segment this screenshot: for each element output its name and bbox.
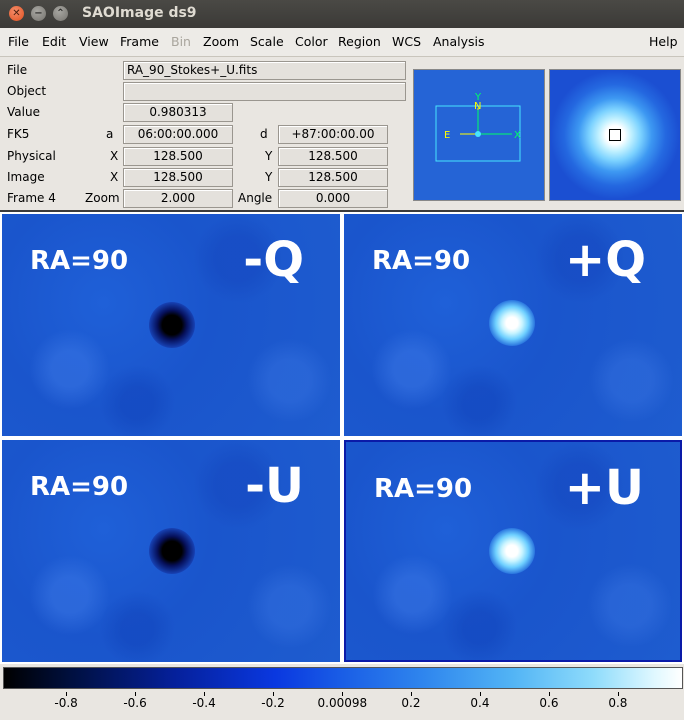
colorbar-tick <box>135 692 137 696</box>
physical-y-label: Y <box>265 149 273 163</box>
colorbar-tick <box>479 692 481 696</box>
menu-analysis[interactable]: Analysis <box>433 34 485 49</box>
panner-box[interactable] <box>435 105 521 162</box>
zoom-label: Zoom <box>85 191 120 205</box>
colorbar-tick-label: 0.6 <box>539 696 559 710</box>
colorbar-tick <box>342 692 344 696</box>
menu-edit[interactable]: Edit <box>42 34 67 49</box>
title-bar: ✕ − ⌃ SAOImage ds9 <box>0 0 684 28</box>
frame-stokes-label: -U <box>245 458 304 514</box>
window-title: SAOImage ds9 <box>82 5 197 21</box>
colorbar-tick <box>66 692 68 696</box>
colorbar-tick-label: 0.8 <box>608 696 628 710</box>
frame-stokes-label: +U <box>564 460 644 516</box>
panner-view[interactable]: Y N E X <box>413 69 545 201</box>
dec-label: d <box>260 127 268 141</box>
close-window-button[interactable]: ✕ <box>9 6 24 21</box>
menu-zoom[interactable]: Zoom <box>203 34 240 49</box>
menu-region[interactable]: Region <box>338 34 381 49</box>
panner-y-label: Y <box>474 92 482 103</box>
colorbar-tick-label: 0.4 <box>470 696 490 710</box>
frame-ra-label: RA=90 <box>30 472 129 502</box>
file-label: File <box>7 63 28 77</box>
menu-help[interactable]: Help <box>649 34 678 49</box>
value-field: 0.980313 <box>123 103 233 122</box>
minimize-window-button[interactable]: − <box>31 6 46 21</box>
physical-label: Physical <box>7 149 56 163</box>
frame-stokes-label: +Q <box>564 232 646 288</box>
colorbar-tick-label: -0.6 <box>123 696 147 710</box>
panner-x-label: X <box>514 130 521 141</box>
frame-minus-q[interactable]: RA=90 -Q <box>2 214 340 436</box>
menu-view[interactable]: View <box>79 34 109 49</box>
panner-east-label: E <box>444 130 450 141</box>
angle-field: 0.000 <box>278 189 388 208</box>
physical-x-label: X <box>110 149 119 163</box>
menu-bin: Bin <box>171 34 191 49</box>
frame-minus-u[interactable]: RA=90 -U <box>2 440 340 662</box>
physical-y-field: 128.500 <box>278 147 388 166</box>
ra-label: a <box>106 127 114 141</box>
source-spot <box>149 528 195 574</box>
colorbar-tick-label: 0.2 <box>401 696 421 710</box>
menu-wcs[interactable]: WCS <box>392 34 422 49</box>
colorbar-tick <box>273 692 275 696</box>
panner-north-label: N <box>474 101 481 112</box>
source-spot <box>149 302 195 348</box>
menu-color[interactable]: Color <box>295 34 328 49</box>
magnifier-view <box>549 69 681 201</box>
frame-stokes-label: -Q <box>243 232 304 288</box>
ra-field: 06:00:00.000 <box>123 125 233 144</box>
colorbar[interactable] <box>3 667 683 689</box>
physical-x-field: 128.500 <box>123 147 233 166</box>
maximize-window-button[interactable]: ⌃ <box>53 6 68 21</box>
menu-scale[interactable]: Scale <box>250 34 284 49</box>
image-label: Image <box>7 170 45 184</box>
magnifier-cursor <box>609 129 621 141</box>
image-y-field: 128.500 <box>278 168 388 187</box>
menu-frame[interactable]: Frame <box>120 34 159 49</box>
colorbar-tick-label: -0.2 <box>261 696 285 710</box>
zoom-field: 2.000 <box>123 189 233 208</box>
frame-ra-label: RA=90 <box>374 474 473 504</box>
file-field: RA_90_Stokes+_U.fits <box>123 61 406 80</box>
colorbar-panel: -0.8 -0.6 -0.4 -0.2 0.00098 0.2 0.4 0.6 0.8 <box>0 664 684 720</box>
object-label: Object <box>7 84 47 98</box>
colorbar-tick-label: -0.4 <box>192 696 216 710</box>
image-x-field: 128.500 <box>123 168 233 187</box>
colorbar-tick-label: -0.8 <box>54 696 78 710</box>
image-x-label: X <box>110 170 119 184</box>
object-field <box>123 82 406 101</box>
colorbar-tick <box>548 692 550 696</box>
magnifier-image <box>550 70 680 200</box>
frame-label: Frame 4 <box>7 191 56 205</box>
frame-ra-label: RA=90 <box>372 246 471 276</box>
colorbar-tick <box>617 692 619 696</box>
angle-label: Angle <box>238 191 273 205</box>
colorbar-tick <box>204 692 206 696</box>
fk5-label: FK5 <box>7 127 30 141</box>
frame-ra-label: RA=90 <box>30 246 129 276</box>
dec-field: +87:00:00.00 <box>278 125 388 144</box>
menu-bar: File Edit View Frame Bin Zoom Scale Colo… <box>0 28 684 57</box>
frame-plus-u[interactable]: RA=90 +U <box>344 440 682 662</box>
source-spot <box>489 300 535 346</box>
image-y-label: Y <box>265 170 273 184</box>
value-label: Value <box>7 105 40 119</box>
frame-plus-q[interactable]: RA=90 +Q <box>344 214 682 436</box>
source-spot <box>489 528 535 574</box>
colorbar-tick-label: 0.00098 <box>317 696 368 710</box>
menu-file[interactable]: File <box>8 34 29 49</box>
colorbar-tick <box>410 692 412 696</box>
panner-graphic: Y N E X <box>435 92 521 162</box>
